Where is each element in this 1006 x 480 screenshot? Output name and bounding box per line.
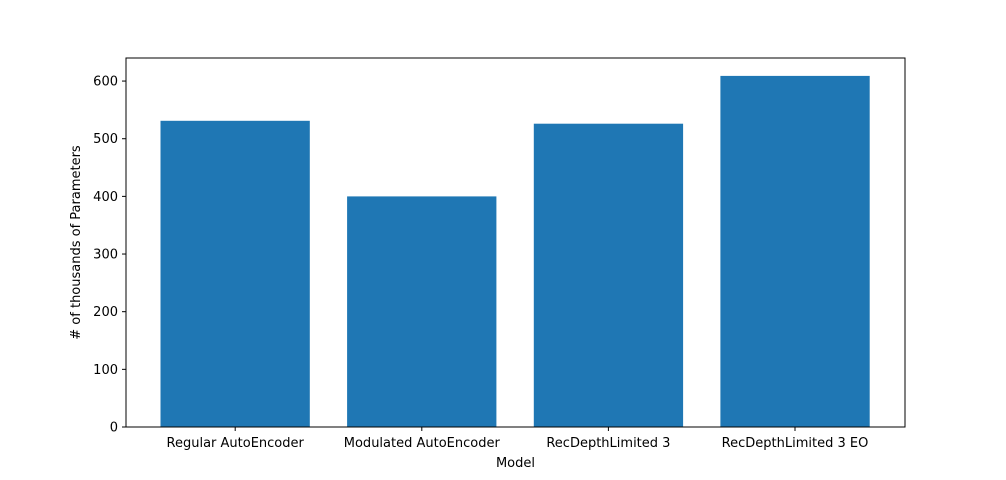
- y-tick-label: 400: [93, 190, 118, 205]
- x-tick-label: RecDepthLimited 3: [546, 436, 670, 451]
- x-tick-label: RecDepthLimited 3 EO: [722, 436, 869, 451]
- y-axis-label: # of thousands of Parameters: [69, 145, 84, 340]
- plot-frame: [125, 57, 906, 428]
- x-axis-label: Model: [496, 456, 535, 471]
- y-tick-label: 300: [93, 248, 118, 263]
- bar: [347, 196, 497, 427]
- x-axis-ticks: Regular AutoEncoder Modulated AutoEncoder…: [167, 427, 869, 451]
- y-tick-label: 600: [93, 75, 118, 90]
- bar: [533, 123, 684, 427]
- bars-group: [160, 75, 870, 428]
- bar: [160, 120, 310, 428]
- x-tick-label: Regular AutoEncoder: [167, 436, 305, 451]
- y-tick-label: 0: [110, 421, 118, 436]
- y-tick-label: 100: [93, 363, 118, 378]
- y-tick-label: 500: [93, 132, 118, 147]
- y-tick-label: 200: [93, 305, 118, 320]
- bar: [720, 75, 870, 428]
- x-tick-label: Modulated AutoEncoder: [344, 436, 501, 451]
- y-axis-ticks: 0 100 200 300 400 500 600: [93, 75, 126, 436]
